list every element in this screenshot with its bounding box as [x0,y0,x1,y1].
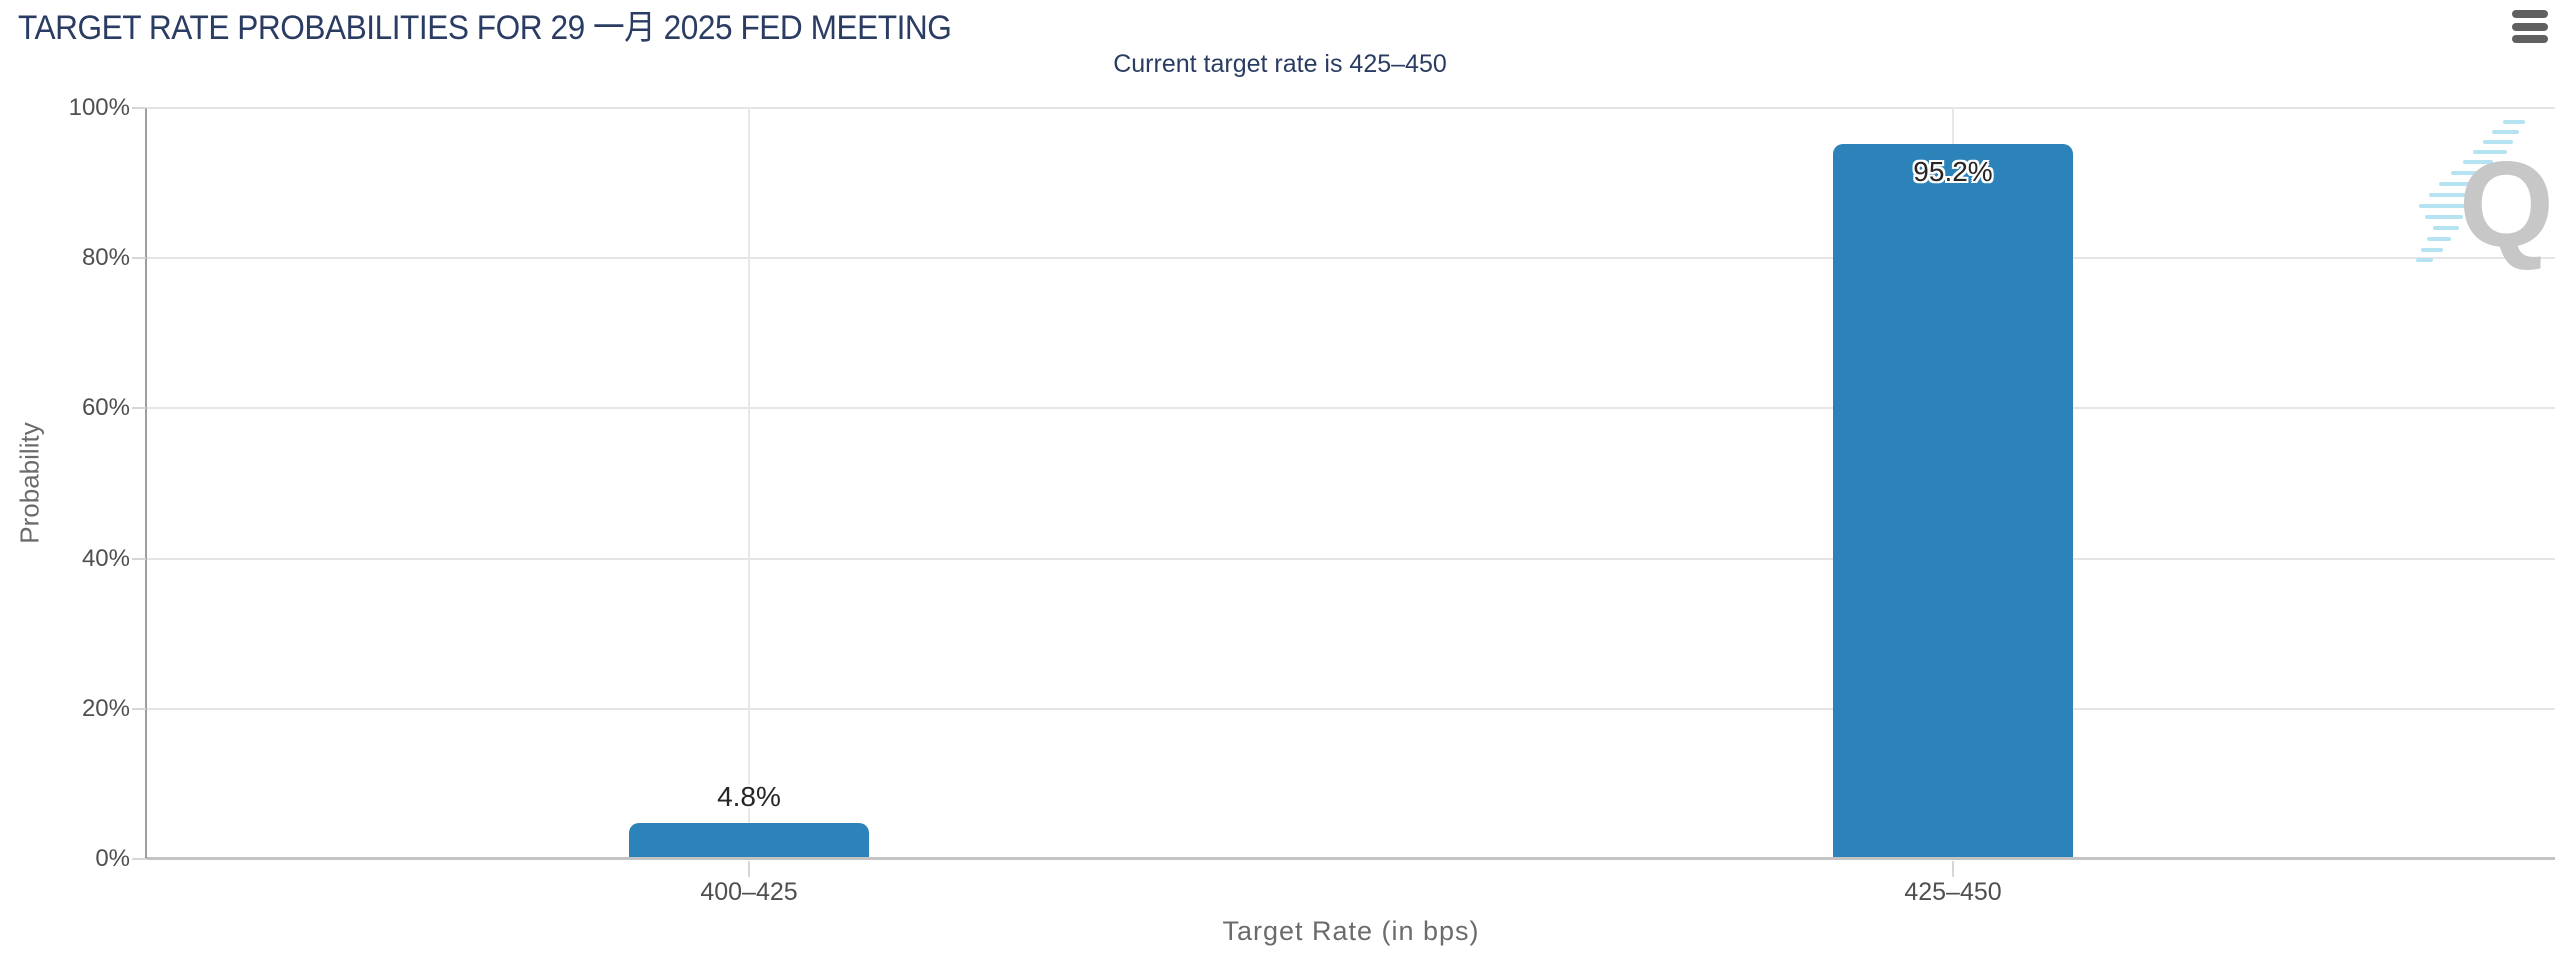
y-axis-line [145,108,147,859]
bar-400-425[interactable] [629,822,869,859]
y-tick-label: 0% [95,845,130,872]
y-tick-label: 80% [81,244,130,272]
watermark-dashes-icon [2416,120,2525,262]
y-tick-label: 20% [81,694,130,722]
watermark-q: Q [2459,136,2554,272]
watermark-logo: Q [2416,120,2554,272]
bar-425-450[interactable] [1833,144,2073,859]
y-gridline [147,707,2555,710]
y-gridline [147,257,2555,260]
chart-context-menu-button[interactable] [2504,4,2556,50]
y-axis-tick [132,858,146,860]
x-tick-label: 400–425 [700,878,798,906]
y-tick-label: 60% [81,394,130,422]
hamburger-icon [2512,22,2548,31]
y-tick-label: 40% [81,544,130,572]
y-gridline [147,107,2555,109]
x-axis-title: Target Rate (in bps) [1222,916,1480,946]
hamburger-icon [2512,35,2548,43]
plot-area [147,107,2555,859]
y-gridline [147,557,2555,560]
y-axis-tick [132,107,146,109]
x-axis-line [147,857,2555,860]
x-tick-label: 425–450 [1904,878,2002,906]
chart-subtitle: Current target rate is 425–450 [1113,50,1447,78]
x-axis-tick [1952,861,1954,877]
x-axis-tick [748,861,750,877]
hamburger-icon [2512,10,2548,18]
y-tick-label: 100% [68,94,130,121]
chart-title: TARGET RATE PROBABILITIES FOR 29 一月 2025… [18,9,952,47]
y-axis-tick [132,707,146,710]
bar-value-label: 95.2% [1913,156,1993,188]
bar-value-label: 4.8% [717,780,781,812]
y-axis-tick [132,257,146,260]
x-gridline [748,108,750,859]
y-axis-title: Probability [14,422,45,544]
y-axis-tick [132,407,146,410]
y-gridline [147,407,2555,410]
y-axis-tick [132,557,146,560]
